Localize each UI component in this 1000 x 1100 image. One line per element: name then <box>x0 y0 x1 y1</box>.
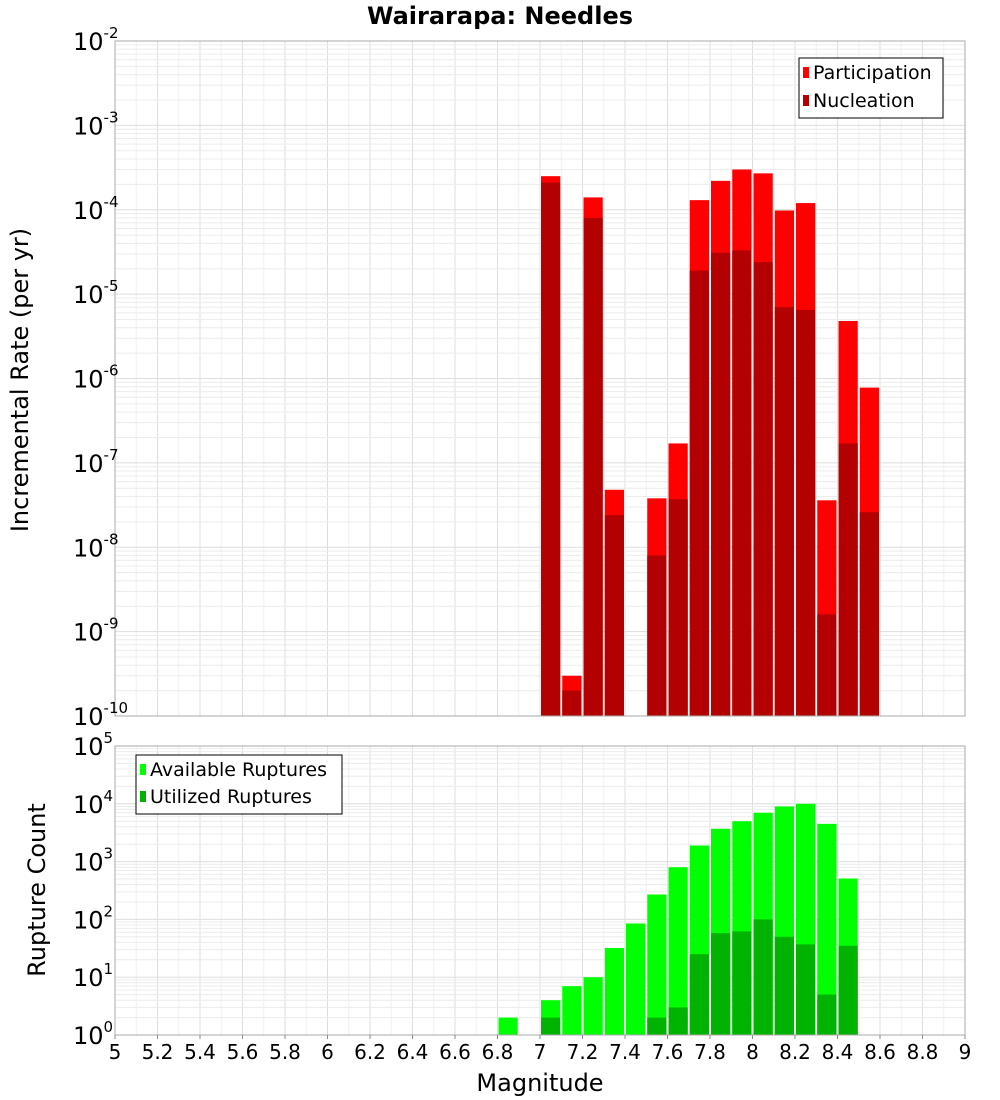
count-bar-utilized-ruptures <box>753 919 773 1035</box>
rate-y-tick-labels: 10-10 10-9 10-8 10-7 10-6 10-5 10-4 10-3 10-2 <box>73 24 128 731</box>
rate-bar-nucleation <box>817 614 837 716</box>
rate-plot-frame <box>114 40 966 717</box>
count-bar-utilized-ruptures <box>668 1007 688 1035</box>
count-bar-utilized-ruptures <box>711 933 731 1035</box>
x-tick-label: 8.6 <box>864 1040 896 1064</box>
rate-grid <box>114 41 966 717</box>
count-bar-available-ruptures <box>604 948 624 1035</box>
x-tick-label: 6.6 <box>439 1040 471 1064</box>
count-bar-utilized-ruptures <box>774 936 794 1035</box>
bottom-y-axis-label: Rupture Count <box>23 803 51 977</box>
x-tick-label: 5 <box>109 1040 122 1064</box>
legend-swatch-available <box>140 764 146 775</box>
count-bar-available-ruptures <box>583 977 603 1035</box>
rate-plot: 10-10 10-9 10-8 10-7 10-6 10-5 10-4 10-3 10-2 <box>73 24 966 731</box>
rate-bar-nucleation <box>583 217 603 716</box>
count-bar-available-ruptures <box>498 1017 518 1035</box>
rate-y-tick-label: 10-4 <box>73 193 119 225</box>
rate-bar-nucleation <box>796 309 816 716</box>
x-tick-label: 8.2 <box>779 1040 811 1064</box>
x-tick-label: 6.8 <box>482 1040 514 1064</box>
rate-bar-nucleation <box>541 182 561 716</box>
x-tick-label: 6 <box>321 1040 334 1064</box>
x-tick-label: 8.8 <box>907 1040 939 1064</box>
rupture-count-plot: 100 101 102 103 104 105 <box>73 729 966 1050</box>
count-y-tick-label: 101 <box>73 960 113 992</box>
x-tick-label: 7.8 <box>694 1040 726 1064</box>
rate-y-tick-label: 10-6 <box>73 362 119 394</box>
count-y-tick-label: 103 <box>73 845 113 877</box>
rate-bar-nucleation <box>689 270 709 716</box>
count-bar-utilized-ruptures <box>817 994 837 1035</box>
rate-bars <box>541 169 879 717</box>
x-axis-label: Magnitude <box>476 1069 603 1097</box>
x-tick-labels: 5 5.2 5.4 5.6 5.8 6 6.2 6.4 6.6 6.8 7 7.2 7.4 7.6 7.8 8… <box>109 1035 972 1064</box>
rate-bar-nucleation <box>604 515 624 716</box>
rate-y-tick-label: 10-3 <box>73 108 119 140</box>
rate-y-tick-label: 10-9 <box>73 615 119 647</box>
rate-bar-nucleation <box>859 512 879 716</box>
rate-y-tick-label: 10-10 <box>73 699 128 731</box>
rupture-legend: Available Ruptures Utilized Ruptures <box>135 754 343 815</box>
rate-y-tick-label: 10-2 <box>73 24 119 56</box>
x-tick-label: 7 <box>534 1040 547 1064</box>
rate-bar-nucleation <box>838 443 858 716</box>
rate-bar-nucleation <box>562 690 582 716</box>
x-tick-label: 6.4 <box>397 1040 429 1064</box>
count-bar-available-ruptures <box>562 986 582 1035</box>
rate-legend: Participation Nucleation <box>798 57 944 119</box>
x-tick-label: 5.2 <box>142 1040 174 1064</box>
rate-bar-nucleation <box>711 252 731 716</box>
count-bar-utilized-ruptures <box>838 945 858 1035</box>
rate-y-tick-label: 10-7 <box>73 446 119 478</box>
x-tick-label: 7.4 <box>609 1040 641 1064</box>
legend-label-available: Available Ruptures <box>150 759 327 781</box>
count-bar-utilized-ruptures <box>689 954 709 1035</box>
rate-bar-nucleation <box>668 499 688 716</box>
legend-label-participation: Participation <box>813 62 932 84</box>
count-bar-available-ruptures <box>626 923 646 1035</box>
rate-legend-box <box>798 57 944 119</box>
count-bar-utilized-ruptures <box>541 1017 561 1035</box>
rate-bar-nucleation <box>732 250 752 717</box>
count-bar-available-ruptures <box>668 867 688 1035</box>
x-tick-label: 6.2 <box>354 1040 386 1064</box>
x-tick-label: 5.8 <box>269 1040 301 1064</box>
chart-title: Wairarapa: Needles <box>367 2 633 30</box>
legend-label-nucleation: Nucleation <box>813 90 915 112</box>
count-bars <box>498 803 858 1035</box>
rate-bar-nucleation <box>647 555 667 716</box>
x-tick-label: 7.2 <box>567 1040 599 1064</box>
rate-bar-nucleation <box>753 262 773 716</box>
x-tick-label: 7.6 <box>652 1040 684 1064</box>
count-y-tick-labels: 100 101 102 103 104 105 <box>73 729 113 1050</box>
rate-bar-nucleation <box>774 307 794 716</box>
rupture-legend-box <box>135 754 343 815</box>
count-bar-available-ruptures <box>817 823 837 1035</box>
count-bar-utilized-ruptures <box>732 931 752 1035</box>
legend-swatch-nucleation <box>803 95 809 106</box>
rate-y-tick-label: 10-5 <box>73 277 119 309</box>
x-tick-label: 5.6 <box>227 1040 259 1064</box>
count-y-tick-label: 100 <box>73 1018 113 1050</box>
count-bar-available-ruptures <box>647 894 667 1035</box>
count-bar-utilized-ruptures <box>647 1017 667 1035</box>
rate-y-tick-label: 10-8 <box>73 530 119 562</box>
top-y-axis-label: Incremental Rate (per yr) <box>6 228 34 532</box>
x-tick-label: 9 <box>959 1040 972 1064</box>
count-y-tick-label: 105 <box>73 729 113 761</box>
x-tick-label: 8 <box>746 1040 759 1064</box>
legend-label-utilized: Utilized Ruptures <box>150 786 312 808</box>
legend-swatch-utilized <box>140 791 146 802</box>
x-tick-label: 5.4 <box>184 1040 216 1064</box>
legend-swatch-participation <box>803 67 809 78</box>
count-bar-utilized-ruptures <box>796 944 816 1035</box>
x-tick-label: 8.4 <box>822 1040 854 1064</box>
count-y-tick-label: 104 <box>73 787 113 819</box>
count-y-tick-label: 102 <box>73 902 113 934</box>
